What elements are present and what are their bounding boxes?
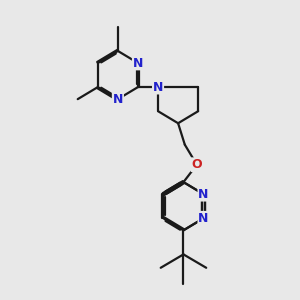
Text: N: N — [198, 212, 209, 225]
Text: N: N — [153, 81, 163, 94]
Text: O: O — [191, 158, 202, 171]
Text: N: N — [133, 56, 143, 70]
Text: N: N — [113, 93, 123, 106]
Text: N: N — [198, 188, 209, 201]
